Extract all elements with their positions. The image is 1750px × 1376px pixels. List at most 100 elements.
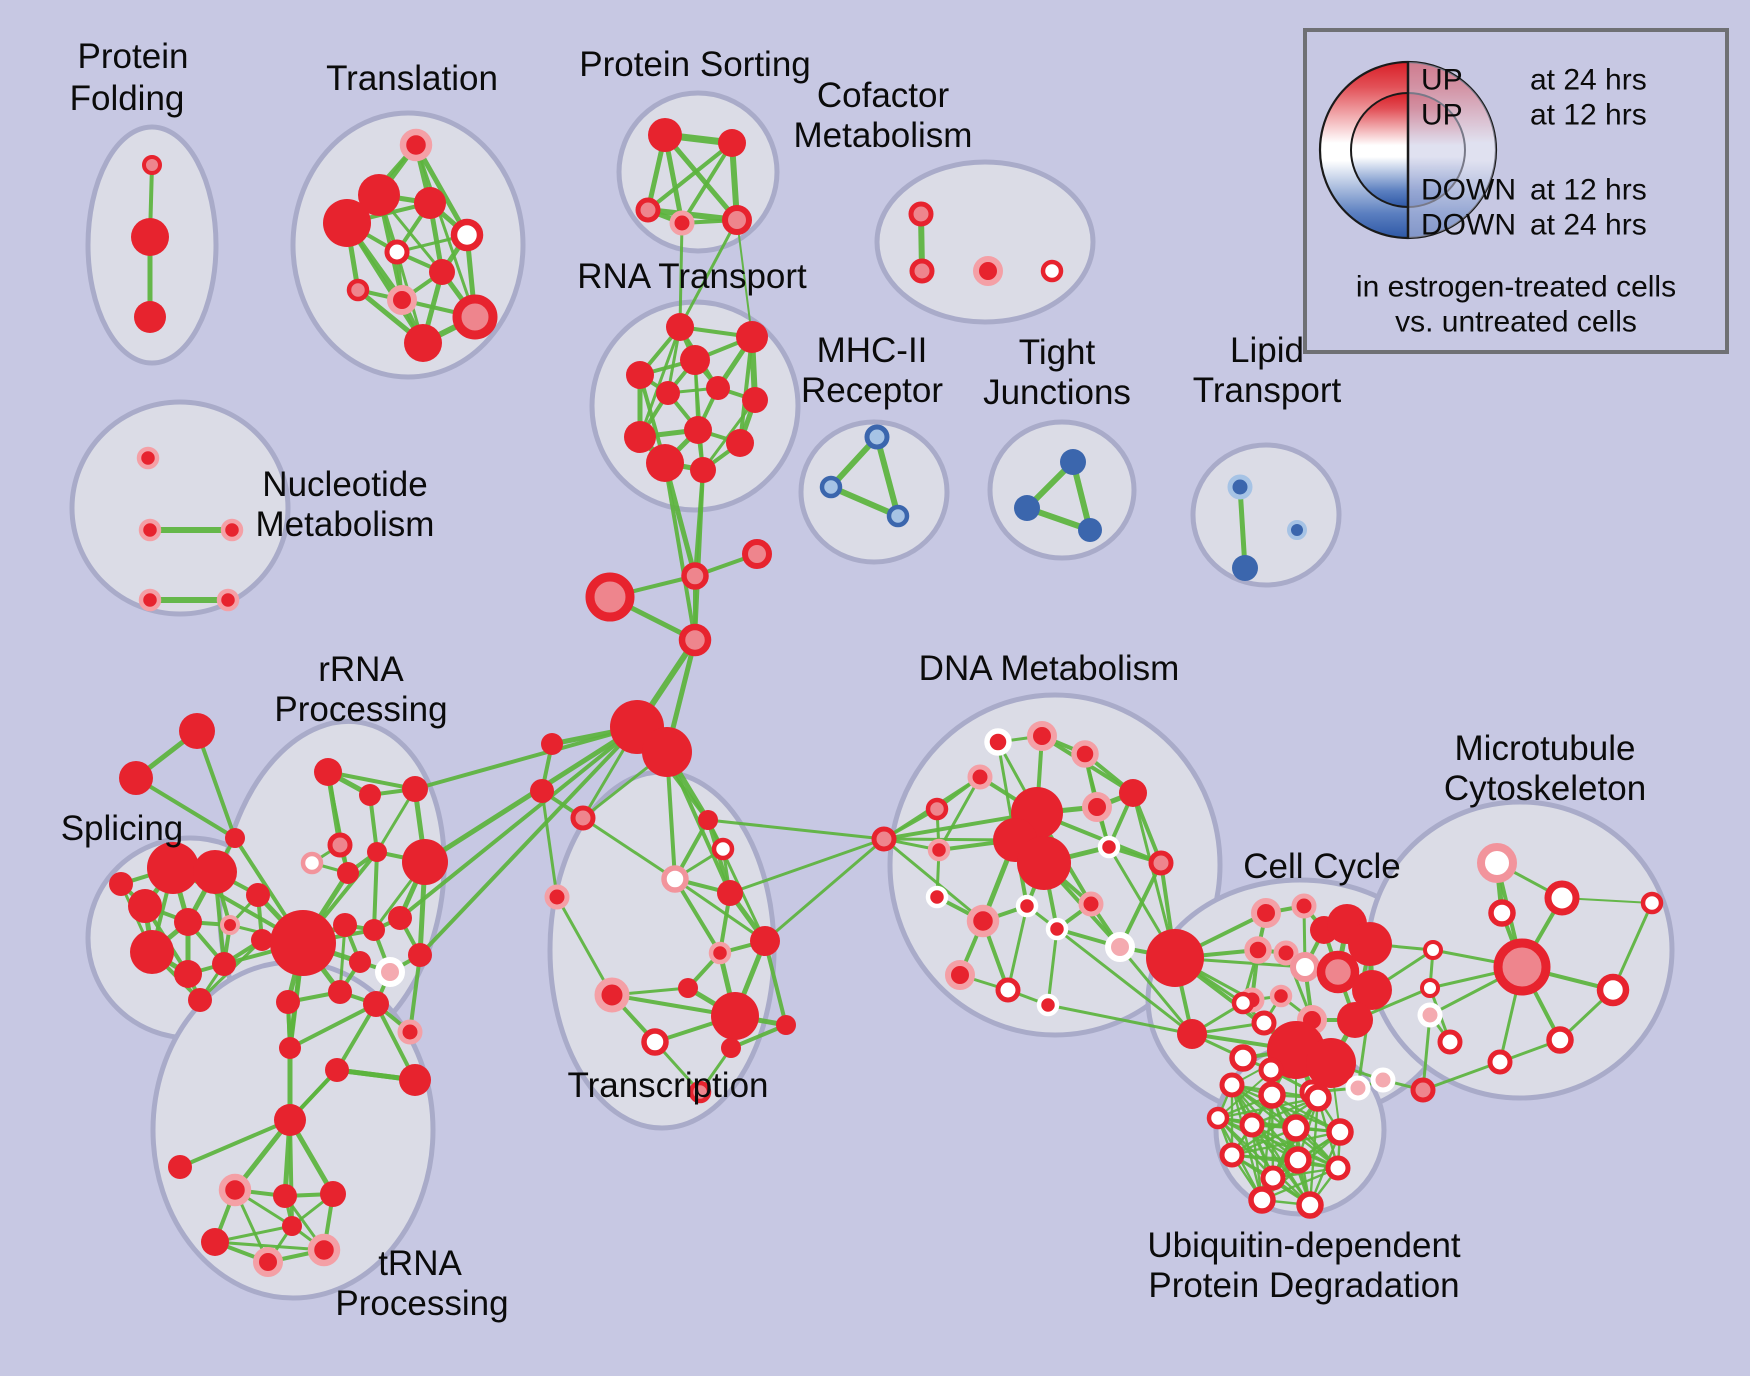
legend-down12-time: at 12 hrs <box>1530 174 1647 207</box>
node-ubiquitin-degradation-12 <box>1206 1106 1230 1130</box>
node-splicing-11 <box>188 988 212 1012</box>
connector-edge-22 <box>540 789 559 899</box>
node-rna-transport-2 <box>680 345 710 375</box>
node-rna-transport-10 <box>646 444 684 482</box>
node-splicing-3 <box>128 889 162 923</box>
connector-node-6 <box>541 733 563 755</box>
node-trna-processing-5 <box>201 1228 229 1256</box>
node-mhc-ii-receptor-1 <box>819 475 843 499</box>
cluster-label-nucleotide-metabolism: Nucleotide <box>262 465 427 504</box>
node-rrna-processing-4 <box>300 851 324 875</box>
connector-node-1 <box>642 727 692 777</box>
node-ubiquitin-degradation-1 <box>1258 1081 1286 1109</box>
node-rrna-processing-3 <box>327 832 353 858</box>
node-translation-5 <box>384 239 410 265</box>
node-rrna-processing-19 <box>279 1037 301 1059</box>
node-splicing-4 <box>174 908 202 936</box>
cluster-label-trna-processing-line2: Processing <box>335 1284 508 1323</box>
node-rrna-processing-0 <box>314 758 342 786</box>
node-rna-transport-6 <box>742 387 768 413</box>
cluster-label-splicing: Splicing <box>61 809 184 848</box>
connector-edge-58 <box>134 776 237 840</box>
node-rna-transport-9 <box>726 429 754 457</box>
legend-disc-fade <box>1408 62 1496 238</box>
cluster-label-mhc-ii-receptor-line2: Receptor <box>801 371 943 410</box>
node-splicing-5 <box>220 915 240 935</box>
node-dna-metabolism-4 <box>925 797 949 821</box>
node-rrna-processing-13 <box>375 957 405 987</box>
edge-ubiquitin-degradation <box>1216 1116 1340 1170</box>
node-trna-processing-4 <box>320 1181 346 1207</box>
node-ubiquitin-degradation-3 <box>1239 1112 1265 1138</box>
cluster-label-protein-sorting: Protein Sorting <box>579 45 811 84</box>
node-transcription-12 <box>688 1080 712 1104</box>
node-translation-0 <box>399 128 433 162</box>
node-protein-folding-0 <box>142 155 162 175</box>
cluster-label-mhc-ii-receptor: MHC-II <box>817 331 928 370</box>
edge-dna-metabolism <box>937 775 982 852</box>
node-transcription-1 <box>711 837 735 861</box>
node-dna-metabolism-21 <box>1036 993 1060 1017</box>
node-splicing-6 <box>246 883 270 907</box>
cluster-label-protein-folding-line2: Folding <box>70 79 185 118</box>
node-rrna-processing-8 <box>270 910 336 976</box>
cluster-label-tight-junctions: Tight <box>1019 333 1096 372</box>
node-dna-metabolism-6 <box>1082 792 1112 822</box>
node-ubiquitin-degradation-6 <box>1219 1142 1245 1168</box>
node-microtubule-cytoskeleton-3 <box>1493 938 1551 996</box>
node-trna-processing-8 <box>282 1216 302 1236</box>
node-rrna-processing-17 <box>397 1019 423 1045</box>
node-trna-processing-2 <box>218 1173 252 1207</box>
node-dna-metabolism-18 <box>1105 932 1135 962</box>
node-lipid-transport-1 <box>1232 555 1258 581</box>
connector-node-3 <box>585 572 635 622</box>
node-protein-sorting-3 <box>669 210 695 236</box>
connector-node-10 <box>179 713 215 749</box>
node-protein-folding-1 <box>131 218 169 256</box>
node-dna-metabolism-9 <box>1017 836 1071 890</box>
edge-trna-processing <box>213 1240 326 1252</box>
node-nucleotide-metabolism-2 <box>220 518 244 542</box>
edge-rna-transport <box>738 335 754 445</box>
node-cell-cycle-12 <box>1231 991 1255 1015</box>
edge-mhc-ii-receptor <box>874 434 901 519</box>
cluster-label-microtubule-cytoskeleton: Microtubule <box>1455 729 1636 768</box>
node-rna-transport-8 <box>684 416 712 444</box>
connector-node-11 <box>119 761 153 795</box>
cluster-label-ubiquitin-degradation-line2: Protein Degradation <box>1148 1266 1459 1305</box>
connector-edge-16 <box>418 725 639 957</box>
node-ubiquitin-degradation-4 <box>1282 1114 1310 1142</box>
connector-node-15 <box>1177 1019 1207 1049</box>
node-cell-cycle-0 <box>1251 898 1281 928</box>
node-cell-cycle-18 <box>1229 1044 1257 1072</box>
node-dna-metabolism-1 <box>1027 721 1057 751</box>
node-transcription-11 <box>641 1028 669 1056</box>
cluster-label-lipid-transport: Lipid <box>1230 331 1304 370</box>
edge-mhc-ii-receptor <box>828 484 901 519</box>
node-lipid-transport-0 <box>1227 474 1253 500</box>
cluster-label-transcription: Transcription <box>568 1066 769 1105</box>
node-rrna-processing-10 <box>363 919 385 941</box>
node-tight-junctions-2 <box>1078 518 1102 542</box>
node-cell-cycle-13 <box>1251 1010 1277 1036</box>
node-translation-6 <box>429 259 455 285</box>
node-microtubule-cytoskeleton-9 <box>1417 1002 1443 1028</box>
node-rna-transport-5 <box>706 376 730 400</box>
connector-edge-2 <box>736 219 753 338</box>
nodes-layer <box>109 118 1664 1277</box>
cluster-ellipse-tight-junctions <box>987 419 1137 561</box>
node-rna-transport-4 <box>656 381 680 405</box>
node-cell-cycle-17 <box>1306 1038 1356 1088</box>
legend-box <box>1303 28 1729 354</box>
node-translation-9 <box>452 294 498 340</box>
connector-edge-57 <box>195 729 237 840</box>
legend-note-line2: vs. untreated cells <box>1395 306 1637 339</box>
node-microtubule-cytoskeleton-11 <box>1370 1067 1396 1093</box>
node-cell-cycle-1 <box>1291 893 1317 919</box>
legend-up24-label: UP <box>1421 64 1463 97</box>
node-translation-4 <box>450 218 484 252</box>
node-translation-2 <box>414 187 446 219</box>
